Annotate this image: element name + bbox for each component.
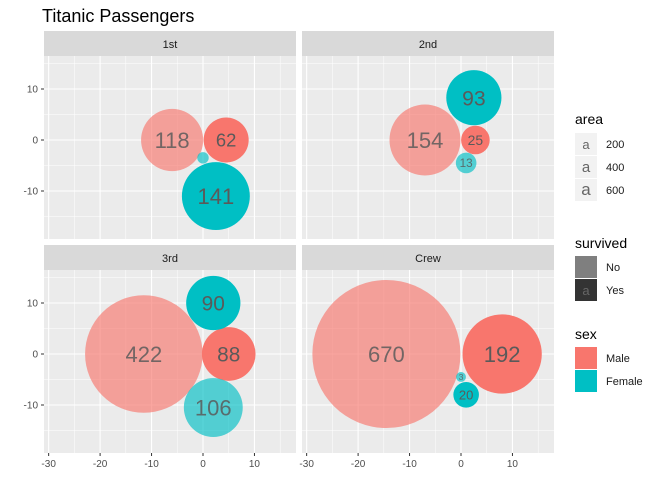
facet-panel-3rd: 3rd 422 88 90 106	[44, 245, 296, 453]
legend-area-label: 600	[606, 185, 624, 197]
bubble-label: 93	[462, 87, 486, 110]
bubble-label: 422	[125, 342, 162, 367]
bubble-label: 25	[468, 132, 484, 148]
legend-survived-label: Yes	[606, 285, 624, 297]
bubble	[312, 279, 461, 429]
legend: area survived sex a 200 a 400 a 600 No a Yes Male…	[575, 111, 643, 392]
legend-survived-title: survived	[575, 235, 627, 251]
chart-title: Titanic Passengers	[42, 6, 194, 26]
bubble	[389, 104, 461, 176]
bubble	[181, 162, 250, 231]
x-tick-label: -30	[41, 459, 56, 470]
y-tick-label: 10	[27, 85, 39, 96]
bubble	[453, 382, 479, 408]
legend-survived-label: No	[606, 262, 620, 274]
x-axes: -30 -20 -10 0 10 -30 -20 -10 0 10	[41, 453, 518, 470]
bubble-label: 88	[217, 343, 240, 366]
legend-survived-key	[575, 256, 597, 278]
bubble	[461, 125, 490, 155]
legend-sex-label: Male	[606, 353, 630, 365]
y-axes: -10 0 10 -10 0 10	[24, 85, 44, 412]
bubble	[85, 295, 203, 413]
legend-sex-key	[575, 370, 597, 392]
legend-sex-label: Female	[606, 376, 643, 388]
bubble	[183, 378, 243, 437]
bubble	[462, 314, 542, 394]
y-tick-label: 0	[32, 350, 38, 361]
legend-sex-title: sex	[575, 326, 597, 342]
legend-area-label: 200	[606, 139, 624, 151]
facet-strip	[302, 31, 554, 56]
bubble-label: 118	[155, 128, 190, 153]
bubble-label: 3	[459, 372, 464, 382]
x-tick-label: 10	[507, 459, 519, 470]
bubble-label: 13	[460, 157, 473, 170]
facet-strip	[302, 245, 554, 270]
facet-panel-1st: 1st 118 62 141	[44, 31, 296, 239]
bubble-label: 670	[368, 342, 405, 367]
bubble-label: 20	[459, 387, 473, 402]
legend-area-title: area	[575, 111, 603, 127]
legend-area-key	[575, 133, 597, 155]
bubble	[141, 108, 204, 172]
bubble-label: 192	[484, 342, 521, 367]
bubble	[201, 327, 256, 381]
bubble	[456, 371, 466, 382]
facet-strip-label: 2nd	[419, 39, 437, 51]
x-tick-label: -20	[351, 459, 366, 470]
x-tick-label: -30	[299, 459, 314, 470]
bubble	[186, 275, 241, 331]
bubbles: 670 192 20 3	[312, 279, 542, 429]
bubble-label: 62	[216, 130, 236, 151]
legend-survived-symbol: a	[582, 283, 590, 298]
bubble-label: 141	[198, 184, 235, 209]
facet-strip-label: Crew	[415, 253, 441, 265]
facet-panel-2nd: 2nd 154 25 93 13	[302, 31, 554, 239]
legend-area-key	[575, 179, 597, 201]
x-tick-label: -10	[144, 459, 159, 470]
facet-strip	[44, 245, 296, 270]
legend-area-key	[575, 156, 597, 178]
y-tick-label: 10	[27, 299, 39, 310]
x-tick-label: 0	[200, 459, 206, 470]
legend-sex-key	[575, 347, 597, 369]
x-tick-label: -20	[93, 459, 108, 470]
legend-area-symbol: a	[582, 159, 591, 176]
legend-area-label: 400	[606, 162, 624, 174]
y-tick-label: -10	[24, 401, 39, 412]
x-tick-label: -10	[402, 459, 417, 470]
legend-area-symbol: a	[581, 180, 591, 199]
bubbles: 422 88 90 106	[85, 275, 256, 437]
bubble	[455, 152, 477, 174]
x-tick-label: 10	[249, 459, 261, 470]
bubble-label: 154	[407, 128, 444, 153]
facet-strip	[44, 31, 296, 56]
facet-panels: 1st 118 62 141 2nd 154 25 93 13 3rd 422 88 90 106 Crew…	[44, 31, 554, 453]
bubble	[197, 152, 209, 164]
bubble-label: 106	[195, 395, 232, 420]
y-tick-label: 0	[32, 136, 38, 147]
y-tick-label: -10	[24, 187, 39, 198]
bubbles: 118 62 141	[141, 108, 250, 231]
facet-strip-label: 3rd	[162, 253, 178, 265]
bubbles: 154 25 93 13	[389, 70, 502, 176]
bubble	[446, 70, 502, 126]
bubble	[203, 117, 249, 163]
legend-area-symbol: a	[582, 137, 590, 152]
bubble-label: 90	[202, 293, 225, 316]
legend-survived-key	[575, 279, 597, 301]
x-tick-label: 0	[458, 459, 464, 470]
facet-strip-label: 1st	[163, 39, 178, 51]
facet-panel-crew: Crew 670 192 20 3	[302, 245, 554, 453]
